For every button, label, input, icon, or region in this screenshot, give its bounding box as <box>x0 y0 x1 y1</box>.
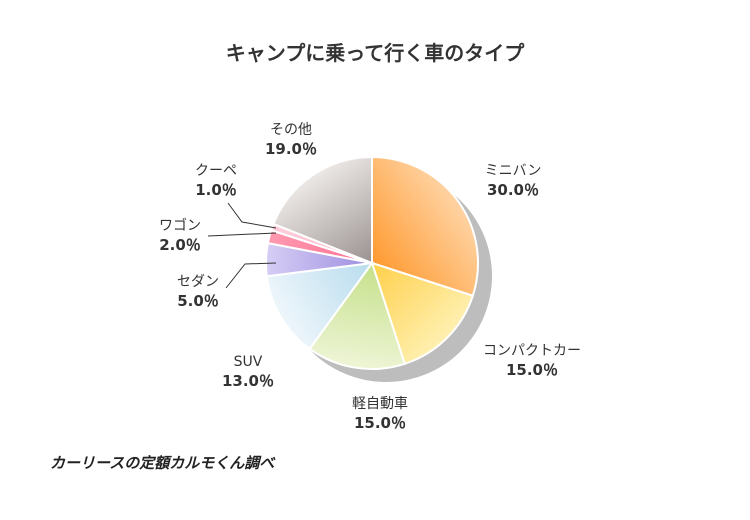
slice-label: クーペ <box>195 163 237 179</box>
slice-value-label: 5.0％ <box>177 292 219 310</box>
slice-label: コンパクトカー <box>483 343 581 359</box>
pie-slice <box>371 155 479 298</box>
slice-value-label: 13.0％ <box>222 372 274 390</box>
slice-label: SUV <box>234 354 263 370</box>
source-note: カーリースの定額カルモくん調べ <box>50 454 275 472</box>
leader-line <box>225 262 277 289</box>
slice-label: ワゴン <box>159 217 201 234</box>
slice-label: セダン <box>177 274 219 290</box>
pie-slice <box>265 261 375 351</box>
slice-value-label: 1.0％ <box>195 181 237 199</box>
label-layer: ミニバン 30.0％ コンパクトカー 15.0％ 軽自動車 15.0％ SUV 13.0％ セダ… <box>159 122 581 432</box>
leader-line <box>227 202 277 229</box>
slice-value-label: 19.0％ <box>265 140 317 158</box>
slice-value-label: 2.0％ <box>159 236 201 254</box>
slice-label: 軽自動車 <box>352 395 408 412</box>
pie-slice <box>308 260 407 370</box>
slice-label: ミニバン <box>485 163 542 179</box>
chart-title: キャンプに乗って行く車のタイプ <box>226 41 525 65</box>
leader-line <box>207 232 277 237</box>
pie-slice <box>272 155 373 265</box>
pie-layer <box>265 155 492 382</box>
slice-label: その他 <box>270 122 312 138</box>
slice-value-label: 30.0％ <box>487 181 539 199</box>
slice-value-label: 15.0％ <box>354 414 406 432</box>
slice-value-label: 15.0％ <box>506 361 558 379</box>
